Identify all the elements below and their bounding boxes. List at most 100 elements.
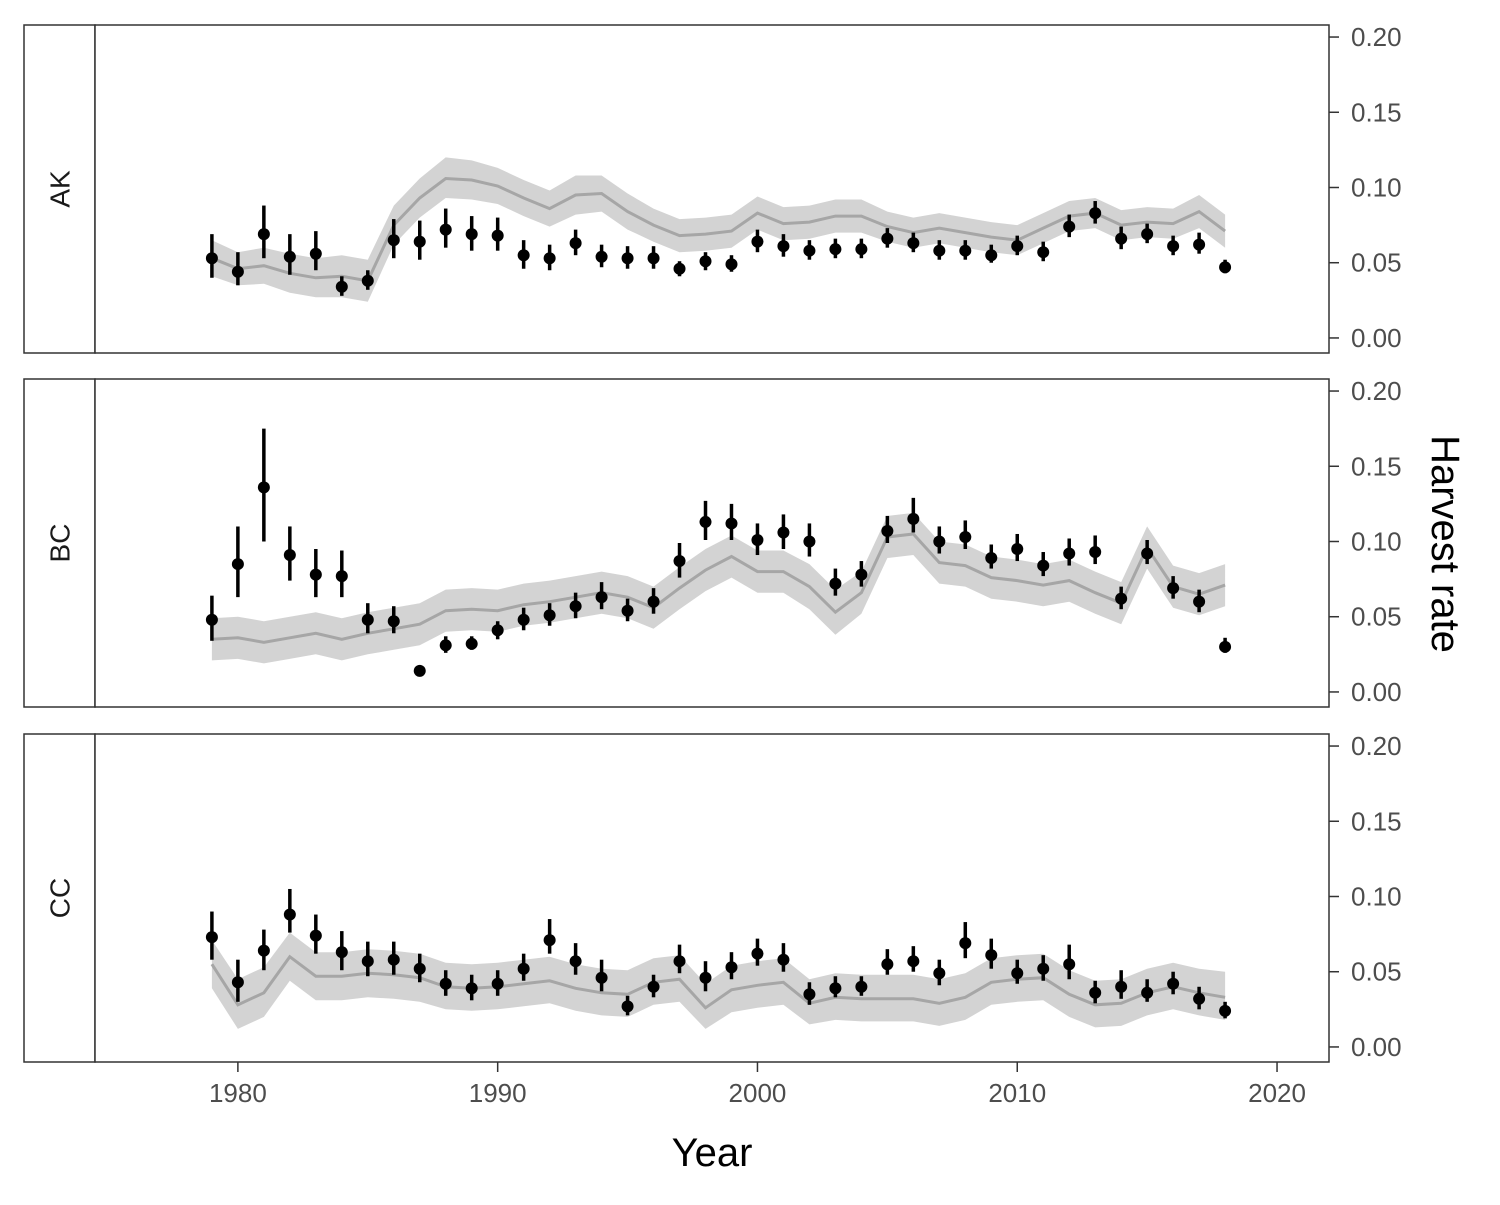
y-tick-label: 0.20 — [1351, 731, 1402, 761]
observed-point — [881, 232, 894, 245]
observed-point — [517, 613, 530, 626]
observed-point — [361, 613, 374, 626]
observed-point — [439, 223, 452, 236]
panel-bc: BC 0.00 0.05 0.10 0.15 0.20 — [23, 376, 1402, 708]
observed-point — [907, 955, 920, 968]
observed-point — [1167, 240, 1180, 253]
y-tick-label: 0.10 — [1351, 526, 1402, 556]
observed-point — [621, 252, 634, 265]
observed-point — [569, 955, 582, 968]
observed-point — [1037, 962, 1050, 975]
observed-point — [1141, 547, 1154, 560]
observed-point — [257, 481, 270, 494]
y-tick-label: 0.20 — [1351, 376, 1402, 406]
y-tick-label: 0.15 — [1351, 97, 1402, 127]
y-tick-label: 0.20 — [1351, 22, 1402, 52]
panel-strip — [23, 24, 96, 354]
observed-point — [959, 937, 972, 950]
observed-point — [309, 929, 322, 942]
x-tick-label: 2020 — [1248, 1078, 1306, 1108]
panel-strip — [23, 733, 96, 1063]
observed-point — [881, 958, 894, 971]
observed-point — [1219, 640, 1232, 653]
observed-point — [1167, 582, 1180, 595]
observed-point — [855, 568, 868, 581]
observed-point — [673, 555, 686, 568]
y-tick-label: 0.05 — [1351, 957, 1402, 987]
y-tick-label: 0.00 — [1351, 323, 1402, 353]
observed-point — [1193, 238, 1206, 251]
observed-point — [1037, 559, 1050, 572]
observed-point — [647, 595, 660, 608]
plot-panel — [95, 25, 1329, 353]
fitted-line — [210, 954, 1226, 1010]
observed-point — [1219, 1004, 1232, 1017]
observed-point — [803, 988, 816, 1001]
observed-point — [569, 237, 582, 250]
observed-point — [1193, 595, 1206, 608]
observed-point — [1089, 207, 1102, 220]
observed-point — [205, 252, 218, 265]
y-tick-label: 0.10 — [1351, 881, 1402, 911]
observed-point — [1141, 228, 1154, 241]
observed-point — [335, 570, 348, 583]
observed-point — [361, 955, 374, 968]
observed-point — [231, 976, 244, 989]
observed-point — [231, 265, 244, 278]
observed-point — [751, 533, 764, 546]
y-tick-label: 0.05 — [1351, 248, 1402, 278]
y-tick-label: 0.10 — [1351, 172, 1402, 202]
observed-point — [1193, 992, 1206, 1005]
observed-point — [1115, 232, 1128, 245]
x-tick-label: 1980 — [209, 1078, 267, 1108]
observed-point — [829, 982, 842, 995]
observed-point — [829, 577, 842, 590]
observed-point — [335, 946, 348, 959]
observed-point — [855, 980, 868, 993]
x-tick-label: 2010 — [988, 1078, 1046, 1108]
observed-point — [1141, 986, 1154, 999]
observed-point — [933, 967, 946, 980]
observed-point — [231, 558, 244, 571]
observed-point — [1089, 546, 1102, 559]
observed-point — [907, 237, 920, 250]
observed-point — [465, 637, 478, 650]
y-tick-label: 0.00 — [1351, 1032, 1402, 1062]
observed-point — [699, 255, 712, 268]
observed-point — [465, 228, 478, 241]
observed-point — [1089, 986, 1102, 999]
observed-point — [1115, 980, 1128, 993]
observed-point — [959, 244, 972, 257]
observed-point — [1011, 240, 1024, 253]
observed-point — [1011, 543, 1024, 556]
observed-point — [543, 934, 556, 947]
y-tick-label: 0.05 — [1351, 602, 1402, 632]
observed-point — [543, 252, 556, 265]
panel-strip-label: CC — [45, 878, 76, 918]
observed-point — [491, 977, 504, 990]
y-axis-title: Harvest rate — [1423, 435, 1467, 653]
observed-point — [257, 944, 270, 957]
fitted-ribbon — [211, 157, 1226, 302]
fitted-line — [211, 532, 1226, 644]
observed-point — [491, 624, 504, 637]
observed-point — [439, 639, 452, 652]
observed-point — [413, 235, 426, 248]
observed-point — [959, 530, 972, 543]
observed-point — [387, 234, 400, 247]
fitted-ribbon — [211, 932, 1226, 1029]
observed-point — [673, 262, 686, 275]
observed-point — [283, 908, 296, 921]
plot-panel-border — [94, 378, 1330, 708]
observed-point — [283, 549, 296, 562]
observed-point — [1063, 958, 1076, 971]
observed-point — [543, 609, 556, 622]
fitted-ribbon — [211, 512, 1226, 664]
observed-point — [751, 235, 764, 248]
observed-point — [933, 535, 946, 548]
observed-point — [595, 250, 608, 263]
observed-point — [257, 228, 270, 241]
observed-point — [569, 600, 582, 613]
